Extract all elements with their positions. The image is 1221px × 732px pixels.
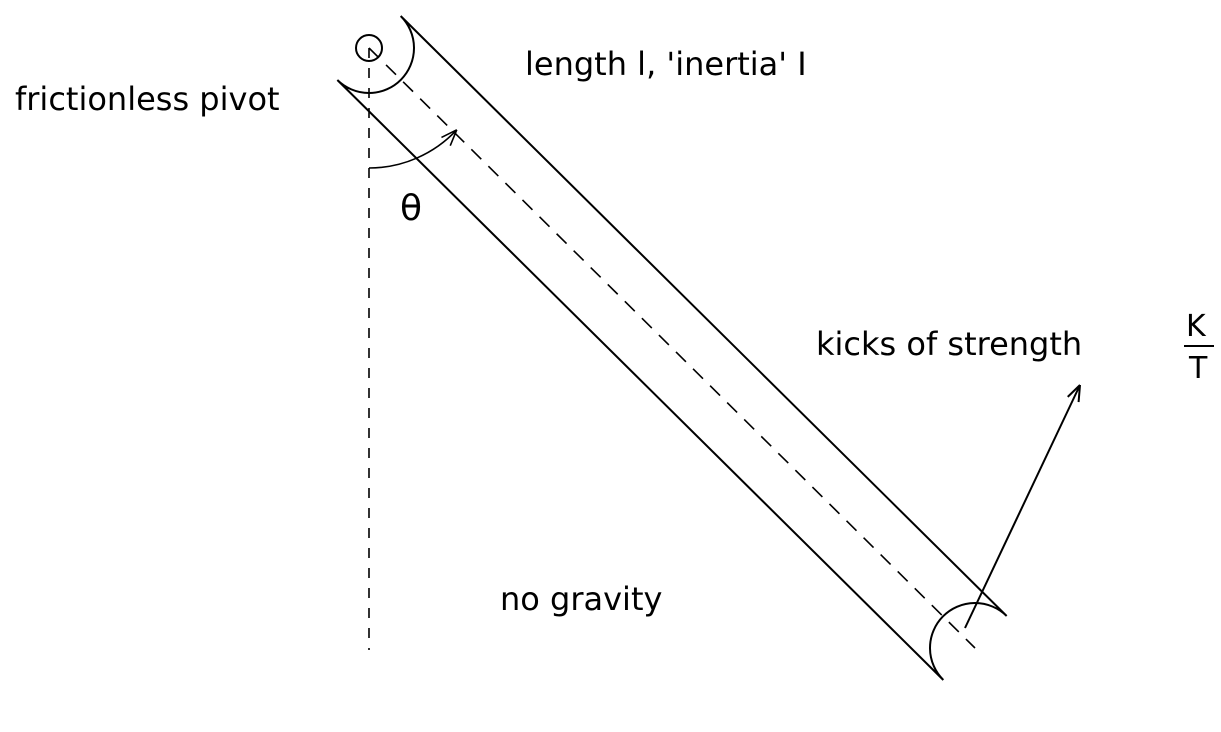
kick-arrow-shaft <box>965 385 1080 628</box>
frac-denominator: T <box>1188 351 1208 386</box>
frac-numerator: K <box>1186 309 1207 344</box>
kicks-label: kicks of strength <box>816 325 1082 363</box>
pivot-label: frictionless pivot <box>15 80 280 118</box>
theta-label: θ <box>400 188 422 229</box>
rod-label: length l, 'inertia' I <box>525 45 807 83</box>
gravity-label: no gravity <box>500 580 662 618</box>
